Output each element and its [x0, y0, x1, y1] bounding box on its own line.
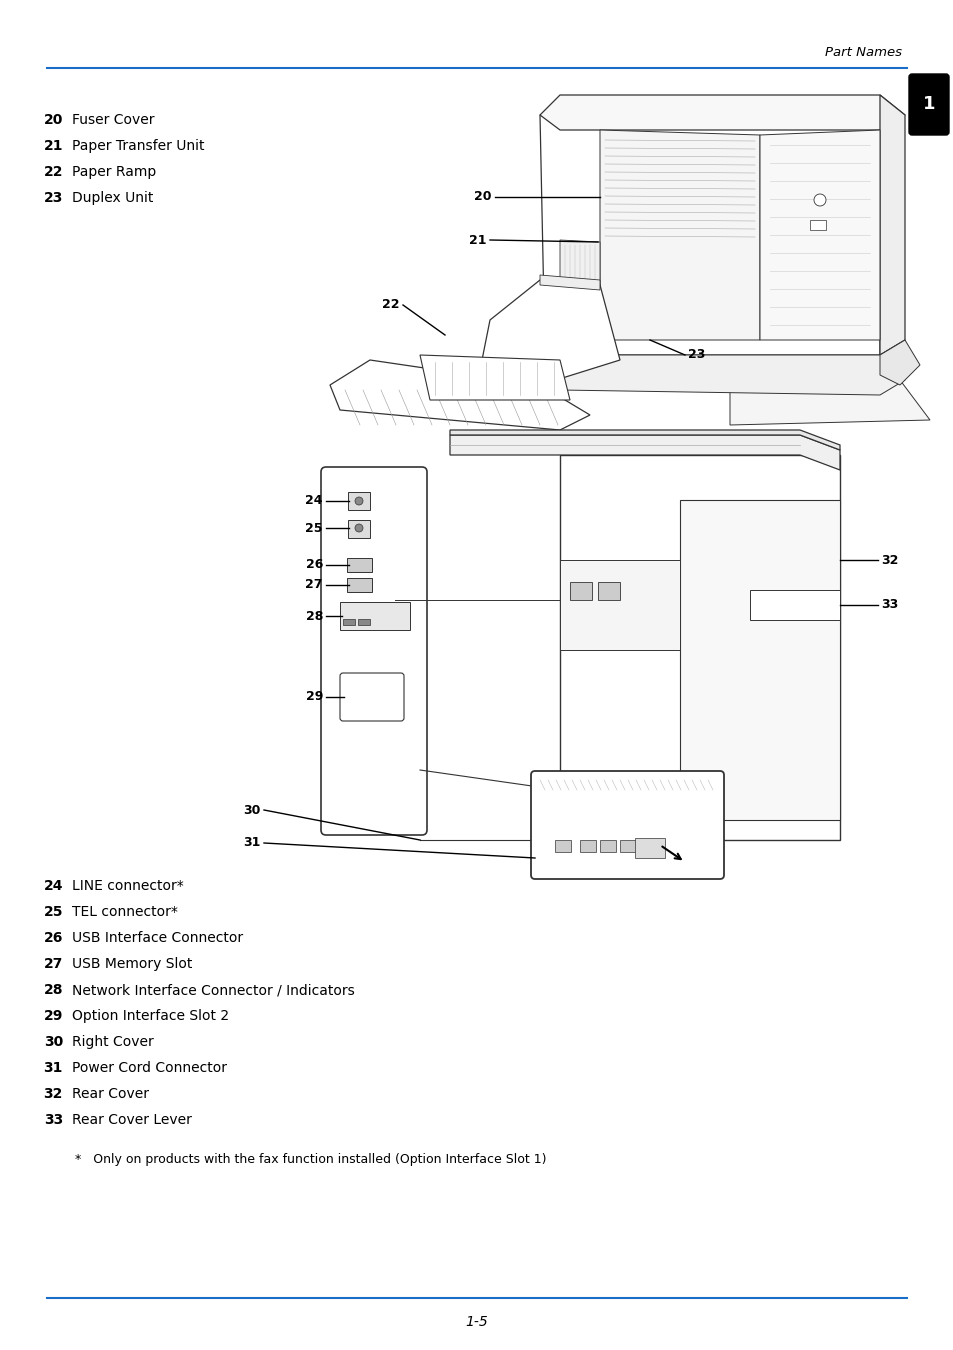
- Bar: [357, 620, 370, 625]
- Text: 1-5: 1-5: [465, 1315, 488, 1328]
- Polygon shape: [419, 355, 569, 400]
- Polygon shape: [559, 340, 904, 396]
- Circle shape: [355, 497, 363, 505]
- Bar: [809, 220, 825, 230]
- Text: Duplex Unit: Duplex Unit: [71, 190, 153, 205]
- FancyBboxPatch shape: [320, 467, 427, 836]
- Polygon shape: [599, 130, 760, 340]
- Polygon shape: [539, 275, 599, 290]
- Bar: [348, 491, 370, 510]
- Text: 27: 27: [305, 579, 323, 591]
- Bar: [347, 578, 372, 593]
- Bar: [555, 840, 571, 852]
- Text: 31: 31: [243, 837, 261, 849]
- Text: Right Cover: Right Cover: [71, 1035, 153, 1049]
- Polygon shape: [539, 115, 879, 355]
- Polygon shape: [330, 360, 589, 431]
- Polygon shape: [879, 340, 919, 385]
- Polygon shape: [559, 240, 599, 340]
- FancyBboxPatch shape: [339, 674, 403, 721]
- Bar: [619, 840, 636, 852]
- Text: 20: 20: [474, 190, 492, 204]
- Text: 21: 21: [44, 139, 63, 153]
- Polygon shape: [450, 435, 840, 470]
- Text: 29: 29: [305, 690, 323, 703]
- Text: 25: 25: [44, 904, 63, 919]
- Text: 22: 22: [382, 298, 399, 312]
- Text: 33: 33: [880, 598, 898, 612]
- Polygon shape: [539, 95, 904, 130]
- Bar: [339, 602, 410, 630]
- Circle shape: [813, 194, 825, 207]
- Bar: [579, 840, 596, 852]
- Polygon shape: [325, 470, 424, 830]
- Text: 22: 22: [44, 165, 63, 180]
- Polygon shape: [760, 130, 879, 340]
- Text: 31: 31: [44, 1061, 63, 1075]
- Text: 26: 26: [44, 931, 63, 945]
- Text: 26: 26: [305, 559, 323, 571]
- Text: 23: 23: [687, 348, 704, 362]
- Text: Rear Cover: Rear Cover: [71, 1087, 149, 1102]
- Text: 20: 20: [44, 113, 63, 127]
- Text: Fuser Cover: Fuser Cover: [71, 113, 154, 127]
- Polygon shape: [450, 431, 840, 450]
- Polygon shape: [559, 560, 679, 649]
- Text: *   Only on products with the fax function installed (Option Interface Slot 1): * Only on products with the fax function…: [75, 1153, 546, 1166]
- Text: Network Interface Connector / Indicators: Network Interface Connector / Indicators: [71, 983, 355, 998]
- Bar: [635, 838, 664, 859]
- Text: 23: 23: [44, 190, 63, 205]
- Polygon shape: [679, 500, 840, 819]
- Text: 27: 27: [44, 957, 63, 971]
- Circle shape: [355, 524, 363, 532]
- Text: 24: 24: [44, 879, 63, 892]
- Bar: [569, 582, 592, 599]
- Polygon shape: [559, 455, 840, 840]
- Text: Part Names: Part Names: [824, 46, 901, 58]
- Text: TEL connector*: TEL connector*: [71, 904, 177, 919]
- Text: 33: 33: [44, 1112, 63, 1127]
- Text: 24: 24: [305, 494, 323, 508]
- Text: Paper Ramp: Paper Ramp: [71, 165, 156, 180]
- Text: 30: 30: [44, 1035, 63, 1049]
- Text: 32: 32: [44, 1087, 63, 1102]
- FancyBboxPatch shape: [908, 74, 948, 135]
- Text: USB Memory Slot: USB Memory Slot: [71, 957, 193, 971]
- Text: 1: 1: [922, 95, 934, 113]
- Text: 21: 21: [469, 234, 486, 247]
- Text: 32: 32: [880, 554, 898, 567]
- Polygon shape: [749, 590, 840, 620]
- Text: Power Cord Connector: Power Cord Connector: [71, 1061, 227, 1075]
- Text: Paper Transfer Unit: Paper Transfer Unit: [71, 139, 204, 153]
- Text: 25: 25: [305, 521, 323, 535]
- Text: USB Interface Connector: USB Interface Connector: [71, 931, 243, 945]
- Bar: [348, 520, 370, 539]
- Polygon shape: [879, 95, 904, 355]
- Text: 30: 30: [243, 803, 261, 817]
- Text: LINE connector*: LINE connector*: [71, 879, 184, 892]
- Text: 28: 28: [305, 609, 323, 622]
- Polygon shape: [479, 279, 619, 385]
- Text: 29: 29: [44, 1008, 63, 1023]
- Bar: [599, 840, 616, 852]
- FancyBboxPatch shape: [531, 771, 723, 879]
- Text: 28: 28: [44, 983, 63, 998]
- Bar: [343, 620, 355, 625]
- Bar: [598, 582, 619, 599]
- Bar: [347, 558, 372, 572]
- Text: Rear Cover Lever: Rear Cover Lever: [71, 1112, 192, 1127]
- Polygon shape: [729, 379, 929, 425]
- Text: Option Interface Slot 2: Option Interface Slot 2: [71, 1008, 229, 1023]
